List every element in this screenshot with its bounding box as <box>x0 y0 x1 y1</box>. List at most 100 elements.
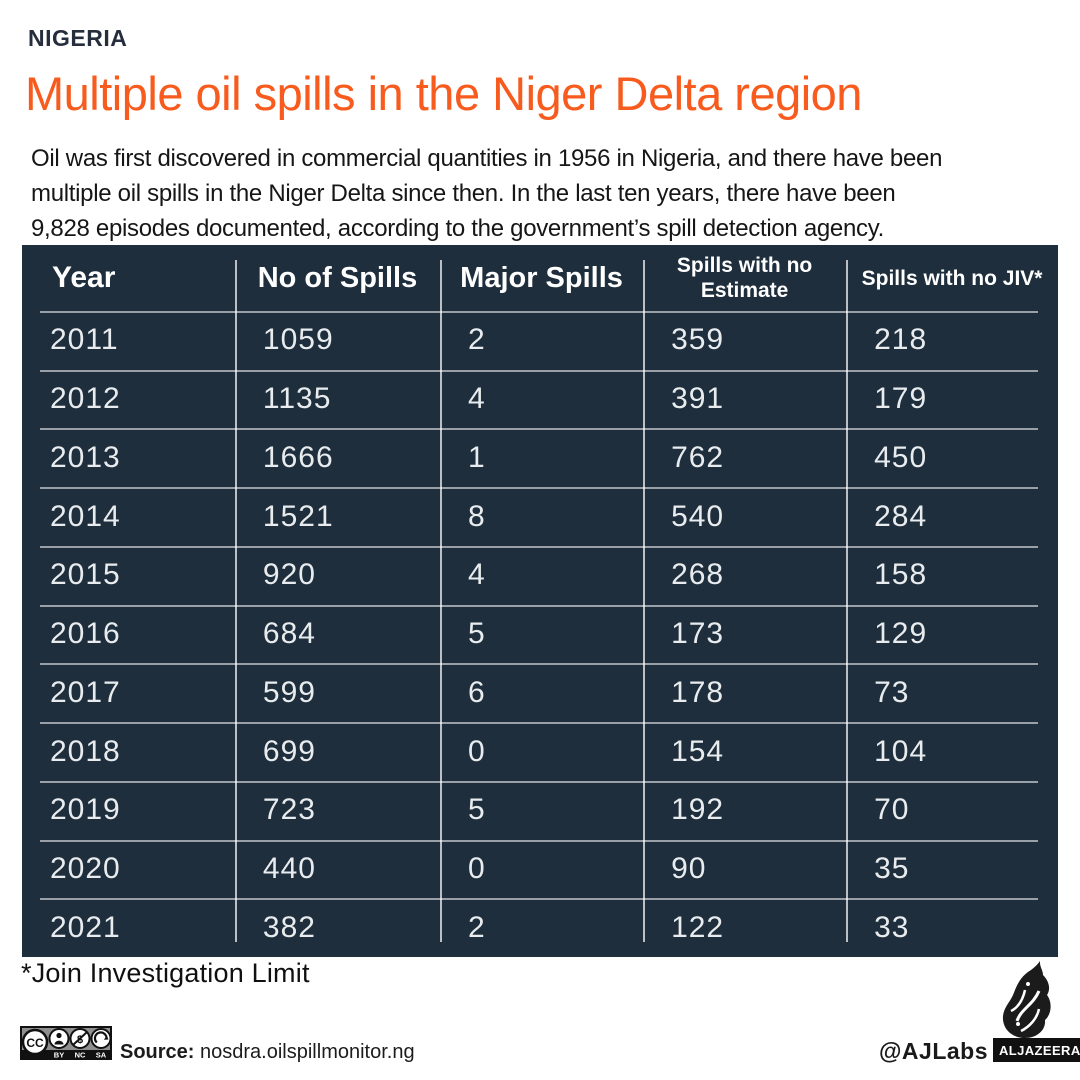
header-year: Year <box>52 261 116 294</box>
column-divider <box>235 260 237 942</box>
cell-spills-no-estimate: 154 <box>671 734 725 768</box>
table-row: 2013 1666 1 762 450 <box>22 428 1058 487</box>
svg-text:SA: SA <box>96 1051 107 1060</box>
cell-spills-no-estimate: 391 <box>671 382 725 416</box>
cell-spills-no-jiv: 73 <box>874 675 910 709</box>
table-header-row: Year No of Spills Major Spills Spills wi… <box>22 245 1058 311</box>
svg-text:BY: BY <box>54 1051 64 1060</box>
cell-spills-no-estimate: 192 <box>671 793 725 827</box>
table-row: 2020 440 0 90 35 <box>22 839 1058 899</box>
cell-year: 2015 <box>50 558 121 592</box>
cell-year: 2019 <box>50 793 121 827</box>
source-line: Source: nosdra.oilspillmonitor.ng <box>120 1041 415 1064</box>
cell-spills-no-jiv: 450 <box>874 440 928 474</box>
cell-year: 2020 <box>50 851 121 885</box>
column-divider <box>440 260 442 942</box>
cell-no-of-spills: 699 <box>262 734 316 768</box>
cell-no-of-spills: 382 <box>262 910 316 944</box>
table-row: 2021 382 2 122 33 <box>22 898 1058 957</box>
cell-spills-no-estimate: 178 <box>671 675 725 709</box>
cell-year: 2017 <box>50 675 121 709</box>
cell-no-of-spills: 684 <box>262 617 316 651</box>
cell-no-of-spills: 920 <box>262 558 316 592</box>
cell-major-spills: 0 <box>468 734 486 768</box>
cell-spills-no-jiv: 35 <box>874 851 910 885</box>
header-spills-no-estimate: Spills with no Estimate <box>676 254 813 302</box>
intro-line: 9,828 episodes documented, according to … <box>31 215 885 242</box>
table-row: 2016 684 5 173 129 <box>22 604 1058 664</box>
cell-spills-no-estimate: 762 <box>671 440 725 474</box>
cell-major-spills: 2 <box>468 323 486 357</box>
cell-no-of-spills: 1135 <box>262 382 332 416</box>
source-label: Source: <box>120 1041 195 1063</box>
cc-icon: CC <box>21 1028 49 1056</box>
table-row: 2014 1521 8 540 284 <box>22 487 1058 546</box>
cell-spills-no-jiv: 158 <box>874 558 928 592</box>
table-row: 2019 723 5 192 70 <box>22 780 1058 840</box>
table-row: 2017 599 6 178 73 <box>22 663 1058 722</box>
cell-spills-no-estimate: 173 <box>671 617 725 651</box>
svg-text:NC: NC <box>75 1051 86 1060</box>
cell-year: 2013 <box>50 440 121 474</box>
table-row: 2018 699 0 154 104 <box>22 722 1058 781</box>
cell-major-spills: 8 <box>468 499 486 533</box>
cell-no-of-spills: 440 <box>262 851 316 885</box>
ajlabs-credit: @AJLabs <box>878 1038 988 1064</box>
page-title: Multiple oil spills in the Niger Delta r… <box>25 67 862 120</box>
cell-year: 2016 <box>50 617 121 651</box>
cell-major-spills: 4 <box>468 382 486 416</box>
cell-no-of-spills: 1521 <box>262 499 334 533</box>
cell-spills-no-jiv: 70 <box>874 793 910 827</box>
intro-paragraph: Oil was first discovered in commercial q… <box>31 141 942 246</box>
cell-major-spills: 5 <box>468 793 486 827</box>
cell-no-of-spills: 599 <box>262 675 316 709</box>
cell-no-of-spills: 1059 <box>262 323 334 357</box>
cc-by-nc-sa-icon: CC $ BY NC SA <box>20 1026 112 1060</box>
source-url: nosdra.oilspillmonitor.ng <box>194 1041 415 1063</box>
cell-spills-no-estimate: 122 <box>671 910 725 944</box>
cell-spills-no-jiv: 284 <box>874 499 928 533</box>
table-row: 2012 1135 4 391 179 <box>22 369 1058 429</box>
column-divider <box>643 260 645 942</box>
cell-spills-no-estimate: 90 <box>671 851 707 885</box>
header-no-of-spills: No of Spills <box>257 261 418 294</box>
cell-year: 2014 <box>50 499 121 533</box>
aljazeera-wordmark-badge: ALJAZEERA <box>993 1038 1080 1062</box>
by-person-icon <box>48 1028 70 1049</box>
kicker: NIGERIA <box>28 25 128 51</box>
cell-spills-no-jiv: 33 <box>874 910 910 944</box>
cell-year: 2012 <box>50 382 121 416</box>
cell-major-spills: 5 <box>468 617 486 651</box>
creative-commons-license-badge: CC $ BY NC SA <box>20 1026 112 1065</box>
table-row: 2011 1059 2 359 218 <box>22 311 1058 370</box>
aljazeera-flame-logo <box>997 961 1053 1044</box>
cell-no-of-spills: 723 <box>262 793 316 827</box>
nc-dollar-icon: $ <box>69 1028 91 1049</box>
column-divider <box>846 260 848 942</box>
cell-spills-no-jiv: 104 <box>874 734 928 768</box>
cell-year: 2021 <box>50 910 121 944</box>
cell-major-spills: 2 <box>468 910 486 944</box>
cell-major-spills: 4 <box>468 558 486 592</box>
cell-spills-no-jiv: 179 <box>874 382 928 416</box>
header-major-spills: Major Spills <box>460 261 623 294</box>
sa-arrow-icon <box>90 1028 112 1049</box>
table-row: 2015 920 4 268 158 <box>22 545 1058 605</box>
cell-spills-no-jiv: 218 <box>874 323 928 357</box>
cell-spills-no-estimate: 359 <box>671 323 725 357</box>
svg-text:$: $ <box>77 1034 83 1046</box>
spills-table-body: 2011 1059 2 359 218 2012 1135 4 391 179 … <box>22 311 1058 957</box>
intro-line: Oil was first discovered in commercial q… <box>31 145 943 172</box>
cell-major-spills: 6 <box>468 675 486 709</box>
intro-line: multiple oil spills in the Niger Delta s… <box>31 180 896 207</box>
cell-spills-no-estimate: 268 <box>671 558 725 592</box>
cell-major-spills: 1 <box>468 440 486 474</box>
cell-no-of-spills: 1666 <box>262 440 334 474</box>
cell-spills-no-estimate: 540 <box>671 499 725 533</box>
header-spills-no-jiv: Spills with no JIV* <box>861 266 1043 290</box>
svg-text:CC: CC <box>26 1036 44 1050</box>
cell-spills-no-jiv: 129 <box>874 617 928 651</box>
table-footnote: *Join Investigation Limit <box>21 958 310 988</box>
spills-table: Year No of Spills Major Spills Spills wi… <box>22 245 1058 957</box>
